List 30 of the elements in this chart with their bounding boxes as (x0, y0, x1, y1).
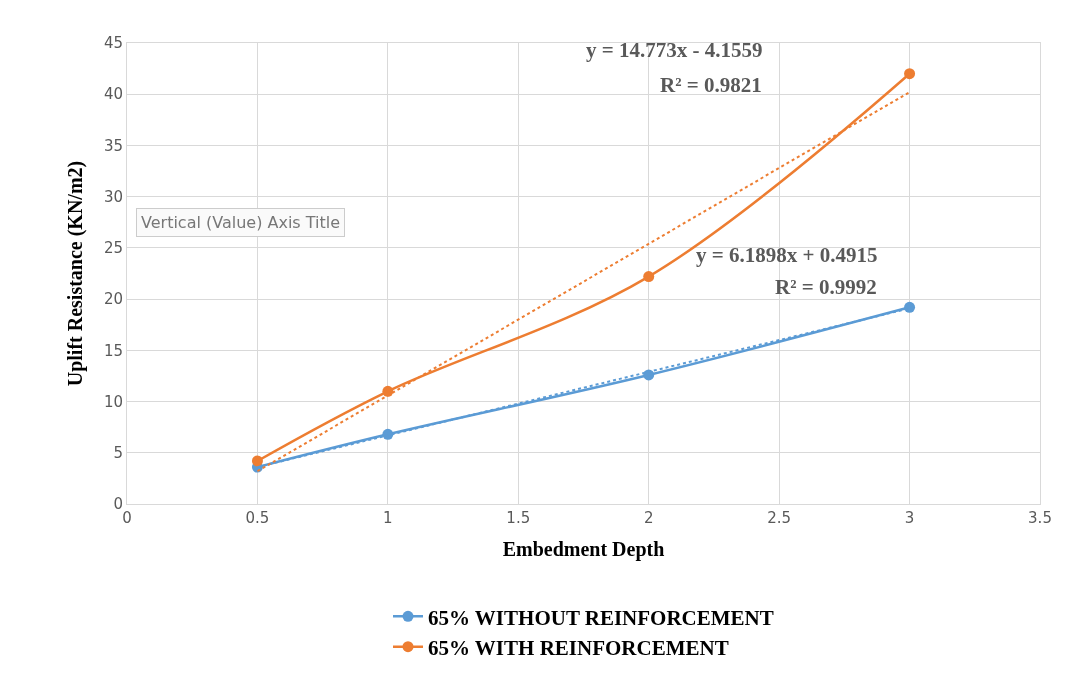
y-tick-label: 45 (103, 34, 123, 53)
y-tick-label: 25 (103, 239, 123, 258)
y-tick-label: 5 (113, 444, 123, 463)
point (251, 455, 263, 467)
point (904, 68, 916, 80)
annotation: y = 14.773x - 4.1559 (586, 38, 763, 62)
y-tick-label: 0 (113, 495, 123, 514)
x-tick-label: 2.5 (767, 509, 792, 527)
annotation: y = 6.1898x + 0.4915 (696, 243, 878, 267)
x-tick-label: 1 (383, 509, 393, 527)
x-tick-label: 0.5 (245, 509, 270, 527)
point (904, 301, 916, 313)
point (643, 271, 655, 283)
y-tick-label: 15 (103, 341, 123, 360)
y-tick-label: 35 (103, 136, 123, 155)
annotation: Vertical (Value) Axis Title (141, 213, 341, 232)
y-tick-label: 10 (103, 392, 123, 411)
y-tick-label: 40 (103, 85, 123, 104)
y-tick-label: 20 (103, 290, 123, 309)
x-tick-label: 1.5 (506, 509, 531, 527)
annotation: R² = 0.9821 (660, 73, 762, 97)
x-tick-label: 3 (904, 509, 915, 527)
legend-label: 65% WITH REINFORCEMENT (428, 635, 729, 660)
x-tick-label: 3.5 (1028, 509, 1052, 527)
y-tick-label: 30 (103, 187, 123, 206)
x-axis-title: Embedment Depth (502, 537, 665, 561)
y-axis-title: Uplift Resistance (KN/m2) (64, 160, 88, 387)
annotation: R² = 0.9992 (775, 275, 877, 299)
x-tick-label: 2 (643, 509, 654, 527)
legend-label: 65% WITHOUT REINFORCEMENT (428, 605, 774, 630)
